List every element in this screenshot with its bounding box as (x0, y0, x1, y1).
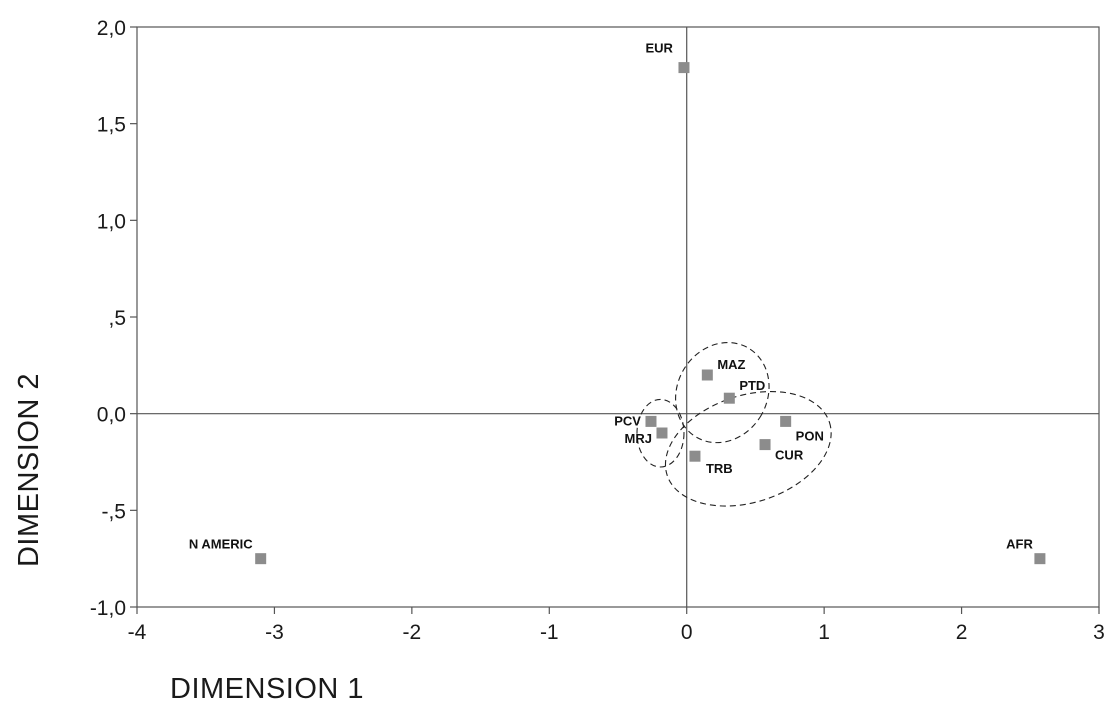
data-point-label: PCV (614, 413, 641, 428)
plot-frame (136, 26, 1100, 608)
data-point-label: MAZ (717, 357, 745, 372)
x-tick-label: 1 (818, 621, 830, 644)
data-point-marker (645, 415, 657, 427)
data-points: EUR N AMERIC AFR MAZ PTD PCV MRJ PON CUR TRB (189, 41, 1046, 565)
x-tick-label: 3 (1093, 621, 1105, 644)
y-tick-label: 0,0 (97, 404, 126, 427)
data-point-label: EUR (646, 41, 674, 56)
x-tick-label: -2 (403, 621, 422, 644)
y-tick-label: 2,0 (97, 17, 126, 40)
y-axis: -1,0 -,5 0,0 ,5 1,0 1,5 2,0 (90, 17, 137, 620)
data-point-label: MRJ (625, 431, 652, 446)
x-tick-label: -4 (128, 621, 147, 644)
y-tick-label: 1,0 (97, 210, 126, 233)
data-point-label: N AMERIC (189, 537, 253, 552)
cluster-ellipses (636, 342, 832, 507)
x-tick-label: 0 (681, 621, 693, 644)
data-point-marker (255, 553, 267, 565)
cluster-ellipse (636, 398, 685, 468)
data-point-marker (1034, 553, 1046, 565)
x-tick-label: -3 (265, 621, 284, 644)
data-point-label: TRB (706, 461, 733, 476)
data-point-label: PON (796, 428, 824, 443)
y-tick-label: ,5 (108, 307, 126, 330)
cluster-ellipse (664, 391, 832, 507)
data-point-marker (780, 415, 792, 427)
data-point-marker (689, 450, 701, 462)
cluster-ellipse (675, 342, 770, 444)
x-tick-label: 2 (956, 621, 968, 644)
data-point-label: AFR (1006, 537, 1033, 552)
data-point-marker (678, 62, 690, 74)
data-point-marker (723, 392, 735, 404)
y-tick-label: -1,0 (90, 597, 126, 620)
x-axis: -4 -3 -2 -1 0 1 2 3 (128, 607, 1105, 644)
x-tick-label: -1 (540, 621, 559, 644)
data-point-marker (656, 427, 668, 439)
y-axis-title: DIMENSION 2 (13, 373, 45, 567)
data-point-marker (759, 439, 771, 451)
y-tick-label: 1,5 (97, 114, 126, 137)
data-point-marker (701, 369, 713, 381)
x-axis-title: DIMENSION 1 (170, 673, 364, 705)
data-point-label: PTD (739, 378, 765, 393)
data-point-label: CUR (775, 448, 804, 463)
y-tick-label: -,5 (101, 500, 126, 523)
